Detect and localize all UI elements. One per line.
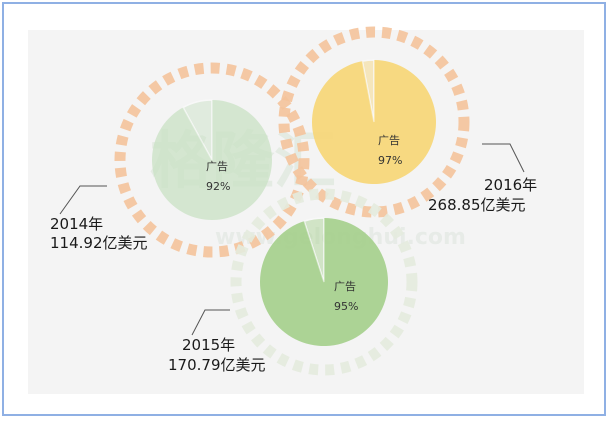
pie-slice-ad-2014 <box>152 100 273 221</box>
leader-lines <box>59 143 525 336</box>
slice-label-2015: 广告 <box>334 280 356 293</box>
pie-slice-ad-2016 <box>312 60 436 185</box>
slice-label-2016: 广告 <box>378 134 400 147</box>
dashed-rings <box>114 26 470 376</box>
total-label-2015: 170.79亿美元 <box>168 356 266 374</box>
dashed-ring-2014 <box>114 62 310 258</box>
slice-value-2014: 92% <box>206 180 230 193</box>
pie-slice-other-2015 <box>303 217 325 283</box>
pie-slice-other-2014 <box>182 99 213 161</box>
year-label-2015: 2015年 <box>182 336 235 354</box>
pie-slice-ad-2015 <box>260 218 388 346</box>
slice-value-2015: 95% <box>334 300 358 313</box>
leader-line-2016 <box>482 143 525 173</box>
total-label-2014: 114.92亿美元 <box>50 234 148 252</box>
total-label-2016: 268.85亿美元 <box>428 196 526 214</box>
dashed-ring-2016 <box>278 26 470 218</box>
slice-value-2016: 97% <box>378 154 402 167</box>
slice-label-2014: 广告 <box>206 160 228 173</box>
pies <box>152 59 436 346</box>
pie-slice-other-2016 <box>361 59 375 123</box>
leader-line-2015 <box>191 309 230 336</box>
year-label-2014: 2014年 <box>50 215 103 233</box>
year-label-2016: 2016年 <box>484 176 537 194</box>
leader-line-2014 <box>59 185 107 215</box>
dashed-ring-2015 <box>230 188 418 376</box>
